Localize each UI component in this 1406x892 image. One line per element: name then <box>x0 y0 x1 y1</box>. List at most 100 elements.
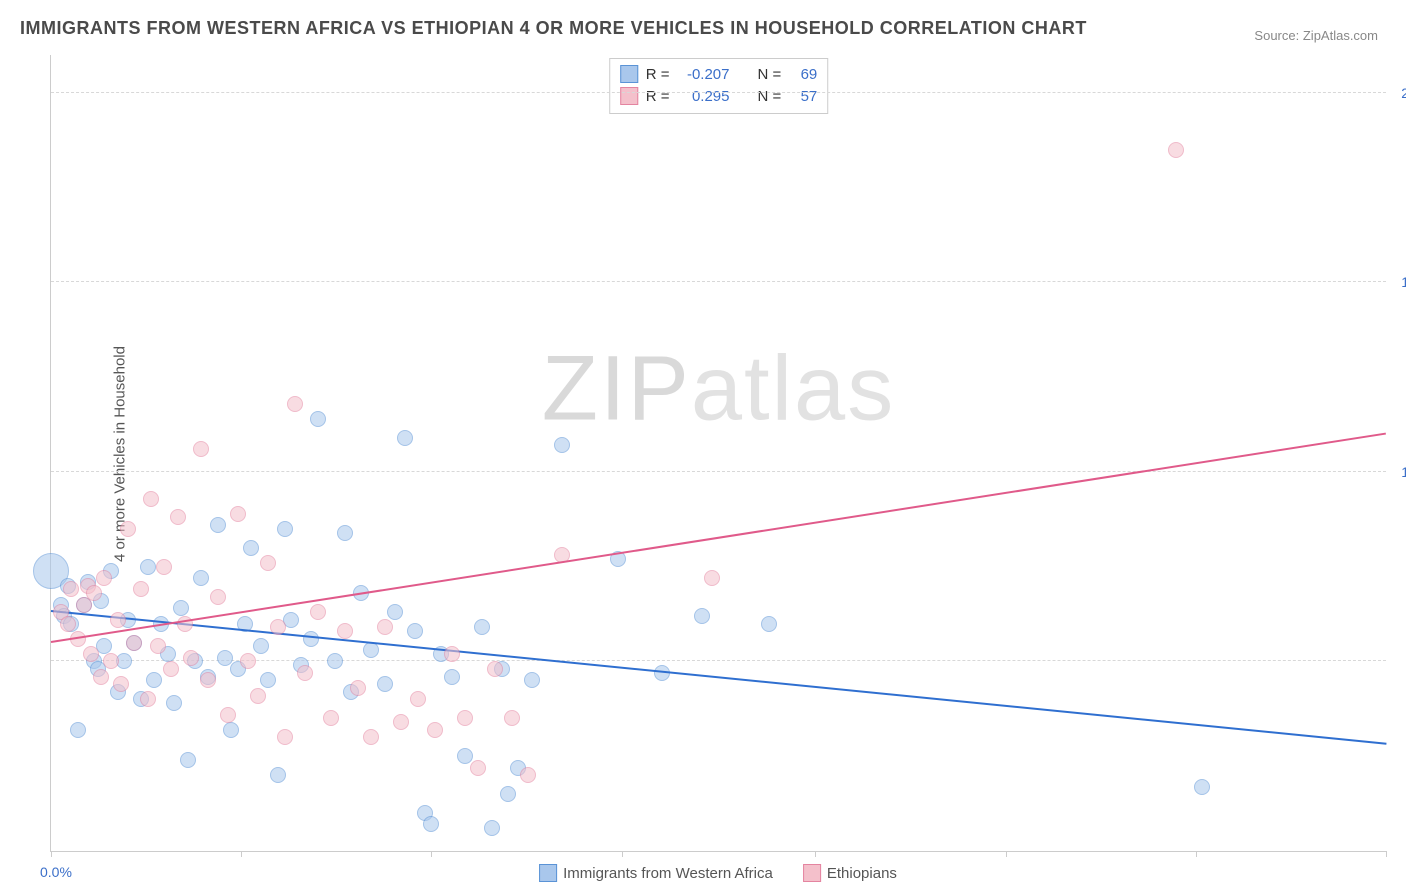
data-point-wa <box>146 672 162 688</box>
data-point-wa <box>70 722 86 738</box>
data-point-eth <box>156 559 172 575</box>
n-label-wa: N = <box>758 66 782 83</box>
data-point-eth <box>193 441 209 457</box>
data-point-wa <box>310 411 326 427</box>
data-point-wa <box>303 631 319 647</box>
data-point-eth <box>240 653 256 669</box>
legend-item-eth: Ethiopians <box>803 864 897 882</box>
data-point-eth <box>210 589 226 605</box>
data-point-wa <box>484 820 500 836</box>
data-point-eth <box>177 616 193 632</box>
data-point-wa <box>554 437 570 453</box>
data-point-eth <box>126 635 142 651</box>
data-point-wa <box>397 430 413 446</box>
data-point-eth <box>63 581 79 597</box>
data-point-wa <box>173 600 189 616</box>
data-point-wa <box>337 525 353 541</box>
data-point-wa <box>377 676 393 692</box>
data-point-eth <box>250 688 266 704</box>
r-value-eth: 0.295 <box>678 88 730 105</box>
data-point-eth <box>143 491 159 507</box>
data-point-wa <box>694 608 710 624</box>
x-tick <box>431 851 432 857</box>
watermark-bold: ZIP <box>542 338 691 440</box>
plot-container: 4 or more Vehicles in Household ZIPatlas… <box>50 55 1386 852</box>
data-point-eth <box>277 729 293 745</box>
data-point-eth <box>103 653 119 669</box>
swatch-wa <box>620 65 638 83</box>
data-point-eth <box>83 646 99 662</box>
data-point-wa <box>423 816 439 832</box>
trendline-wa <box>51 610 1386 745</box>
data-point-eth <box>200 672 216 688</box>
data-point-eth <box>93 669 109 685</box>
x-tick <box>51 851 52 857</box>
gridline <box>51 281 1386 282</box>
stats-row-eth: R = 0.295 N = 57 <box>620 85 818 107</box>
legend-swatch-eth <box>803 864 821 882</box>
data-point-eth <box>470 760 486 776</box>
data-point-wa <box>193 570 209 586</box>
data-point-wa <box>180 752 196 768</box>
data-point-eth <box>183 650 199 666</box>
data-point-eth <box>270 619 286 635</box>
data-point-wa <box>327 653 343 669</box>
x-tick <box>815 851 816 857</box>
data-point-eth <box>427 722 443 738</box>
data-point-eth <box>110 612 126 628</box>
chart-title: IMMIGRANTS FROM WESTERN AFRICA VS ETHIOP… <box>20 18 1087 39</box>
data-point-eth <box>150 638 166 654</box>
source-label: Source: <box>1254 28 1299 43</box>
plot-area: ZIPatlas R = -0.207 N = 69 R = 0.295 N =… <box>50 55 1386 852</box>
data-point-eth <box>220 707 236 723</box>
n-value-eth: 57 <box>789 88 817 105</box>
data-point-eth <box>133 581 149 597</box>
data-point-eth <box>140 691 156 707</box>
data-point-wa <box>223 722 239 738</box>
data-point-eth <box>230 506 246 522</box>
data-point-wa <box>363 642 379 658</box>
data-point-wa <box>387 604 403 620</box>
data-point-eth <box>1168 142 1184 158</box>
r-value-wa: -0.207 <box>678 66 730 83</box>
watermark: ZIPatlas <box>542 337 895 442</box>
watermark-light: atlas <box>691 338 895 440</box>
data-point-wa <box>260 672 276 688</box>
data-point-eth <box>113 676 129 692</box>
data-point-wa <box>524 672 540 688</box>
source-attribution: Source: ZipAtlas.com <box>1254 28 1378 43</box>
data-point-eth <box>504 710 520 726</box>
data-point-eth <box>287 396 303 412</box>
legend-swatch-wa <box>539 864 557 882</box>
data-point-wa <box>500 786 516 802</box>
x-tick <box>1006 851 1007 857</box>
data-point-wa <box>217 650 233 666</box>
data-point-eth <box>323 710 339 726</box>
data-point-wa <box>253 638 269 654</box>
data-point-eth <box>393 714 409 730</box>
data-point-wa <box>457 748 473 764</box>
data-point-eth <box>487 661 503 677</box>
series-legend: Immigrants from Western Africa Ethiopian… <box>539 864 897 882</box>
data-point-wa <box>1194 779 1210 795</box>
data-point-eth <box>163 661 179 677</box>
y-tick-label: 20.0% <box>1401 85 1406 101</box>
data-point-wa <box>140 559 156 575</box>
data-point-wa <box>243 540 259 556</box>
data-point-eth <box>520 767 536 783</box>
n-value-wa: 69 <box>789 66 817 83</box>
x-tick <box>1386 851 1387 857</box>
data-point-eth <box>363 729 379 745</box>
data-point-wa <box>210 517 226 533</box>
data-point-wa <box>761 616 777 632</box>
data-point-wa <box>270 767 286 783</box>
data-point-eth <box>377 619 393 635</box>
legend-label-eth: Ethiopians <box>827 865 897 882</box>
data-point-eth <box>170 509 186 525</box>
data-point-eth <box>337 623 353 639</box>
x-tick <box>1196 851 1197 857</box>
x-tick <box>622 851 623 857</box>
data-point-eth <box>60 616 76 632</box>
data-point-wa <box>444 669 460 685</box>
x-axis-start-label: 0.0% <box>40 864 72 880</box>
